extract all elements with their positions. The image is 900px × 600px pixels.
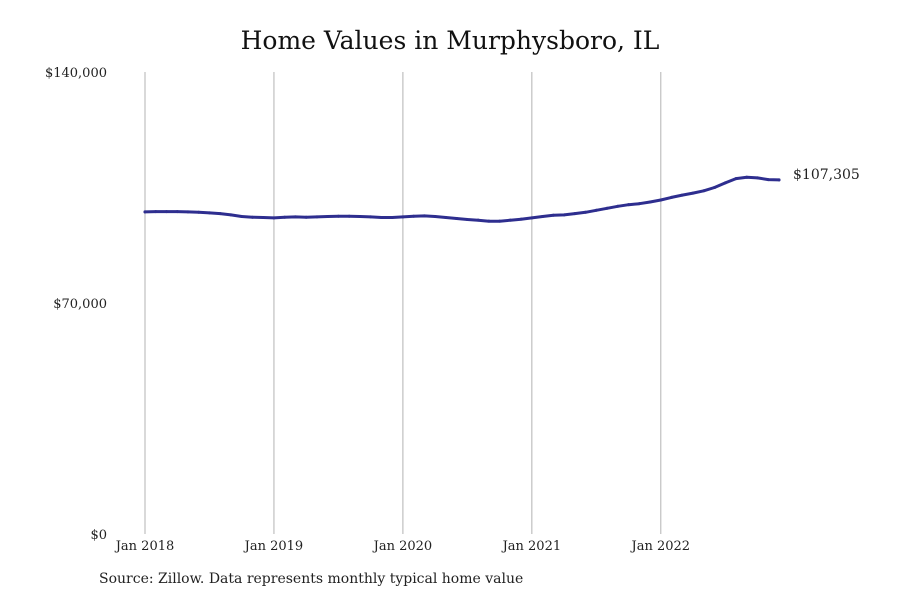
data-point-2019-05 (315, 215, 319, 219)
data-point-2019-08 (347, 214, 351, 218)
data-point-2019-02 (283, 215, 287, 219)
chart-title: Home Values in Murphysboro, IL (240, 26, 660, 55)
data-point-2022-04 (691, 191, 695, 195)
y-tick-label: $70,000 (53, 297, 107, 312)
data-point-2018-05 (186, 210, 190, 214)
data-point-2020-06 (455, 217, 459, 221)
data-point-2021-07 (594, 208, 598, 212)
data-point-2019-10 (369, 215, 373, 219)
data-point-2019-01 (272, 216, 276, 220)
data-point-2022-06 (713, 186, 717, 189)
data-point-2021-02 (541, 215, 545, 219)
data-point-2018-07 (207, 211, 211, 215)
data-point-2022-03 (680, 193, 684, 197)
data-point-2022-08 (734, 177, 738, 181)
data-point-2020-07 (465, 218, 469, 222)
data-point-2022-01 (659, 198, 663, 202)
data-point-2020-03 (422, 214, 426, 218)
data-point-2019-12 (390, 216, 394, 220)
data-point-2021-10 (627, 203, 631, 207)
data-point-2020-02 (412, 214, 416, 218)
data-point-2020-05 (444, 216, 448, 220)
data-point-2021-09 (616, 204, 620, 208)
data-point-2019-11 (379, 216, 383, 220)
data-point-2018-03 (164, 210, 168, 214)
data-point-2020-08 (476, 218, 480, 222)
data-point-2020-04 (433, 215, 437, 219)
data-point-2022-07 (723, 181, 727, 185)
x-tick-label: Jan 2020 (372, 539, 433, 554)
data-point-2018-01 (143, 210, 147, 214)
x-tick-label: Jan 2018 (114, 539, 175, 554)
data-point-2019-04 (304, 215, 308, 219)
x-tick-label: Jan 2021 (501, 539, 562, 554)
data-point-2022-09 (745, 175, 749, 179)
data-point-2019-09 (358, 215, 362, 219)
data-point-2021-05 (573, 212, 577, 216)
data-point-2021-01 (530, 216, 534, 220)
data-point-2020-10 (498, 219, 502, 223)
series-line-home-value (143, 175, 781, 223)
data-point-2021-04 (562, 213, 566, 217)
gridlines (144, 72, 662, 534)
data-point-2018-10 (240, 215, 244, 219)
data-point-2022-05 (702, 189, 706, 193)
data-point-2021-11 (637, 202, 641, 206)
x-tick-label: Jan 2019 (243, 539, 304, 554)
data-point-2022-10 (756, 176, 760, 180)
data-point-2018-02 (154, 210, 158, 214)
end-value-label: $107,305 (793, 167, 860, 183)
data-point-2018-11 (250, 215, 254, 219)
data-point-2020-09 (487, 219, 491, 223)
data-point-2018-04 (175, 210, 179, 214)
data-point-2018-06 (197, 210, 201, 214)
data-point-2019-07 (336, 214, 340, 218)
data-points (143, 175, 781, 223)
data-point-2020-11 (508, 218, 512, 222)
data-point-2018-09 (229, 213, 233, 217)
data-point-2020-12 (519, 217, 523, 221)
source-note: Source: Zillow. Data represents monthly … (99, 571, 524, 587)
data-point-2018-08 (218, 212, 222, 216)
data-point-2022-12 (777, 178, 781, 182)
y-tick-label: $140,000 (45, 66, 107, 81)
data-point-2020-01 (401, 215, 405, 219)
data-point-2019-03 (293, 215, 297, 219)
data-point-2022-11 (766, 178, 770, 182)
y-tick-label: $0 (90, 528, 107, 543)
data-point-2021-12 (648, 200, 652, 204)
data-point-2021-06 (584, 210, 588, 214)
data-point-2019-06 (326, 215, 330, 219)
y-axis: $0 $70,000 $140,000 (45, 66, 107, 543)
data-point-2022-02 (670, 195, 674, 199)
data-point-2021-08 (605, 206, 609, 210)
data-point-2018-12 (261, 216, 265, 220)
x-axis: Jan 2018 Jan 2019 Jan 2020 Jan 2021 Jan 2022 (114, 539, 690, 554)
x-tick-label: Jan 2022 (630, 539, 691, 554)
data-point-2021-03 (551, 213, 555, 217)
